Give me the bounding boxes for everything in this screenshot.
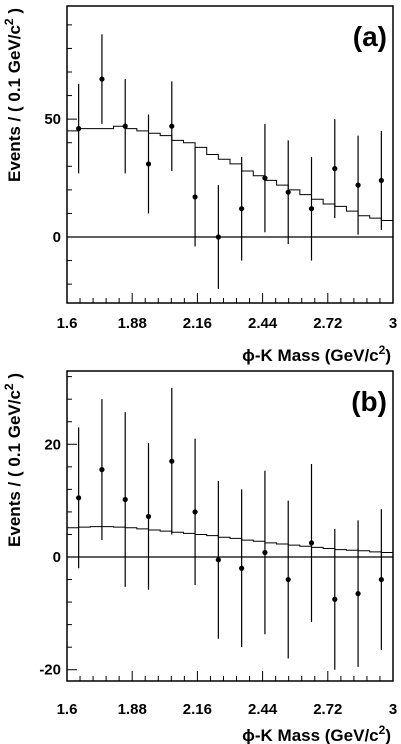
- x-tick-label: 1.88: [118, 315, 147, 332]
- data-point: [239, 565, 245, 571]
- plot-frame: [66, 370, 394, 682]
- x-tick-label: 3: [389, 701, 397, 718]
- data-point: [355, 182, 361, 188]
- x-tick-label: 3: [389, 315, 397, 332]
- x-axis-title: ϕ-K Mass (GeV/c2): [242, 723, 391, 744]
- data-point: [285, 189, 291, 195]
- data-point: [308, 206, 315, 212]
- x-tick-label: 2.16: [183, 315, 212, 332]
- panel-label: (b): [351, 386, 387, 417]
- data-point: [122, 123, 128, 129]
- x-tick-label: 2.16: [183, 701, 212, 718]
- data-point: [308, 540, 315, 546]
- y-tick-label: -20: [39, 662, 61, 679]
- data-point: [99, 467, 105, 473]
- data-point: [262, 175, 268, 181]
- x-tick-label: 2.44: [248, 701, 278, 718]
- y-tick-label: 0: [53, 229, 61, 246]
- data-point: [215, 234, 221, 240]
- data-point: [192, 194, 198, 200]
- data-point: [192, 509, 198, 515]
- y-tick-label: 20: [44, 436, 61, 453]
- data-point: [215, 557, 221, 563]
- panel-b: 1.6 1.88 2.16 2.44 2.72 3 -20 0 20 (b) ϕ-K Mass (G…: [2, 370, 397, 744]
- y-axis-title: Events / ( 0.1 GeV/c2 ): [2, 8, 24, 182]
- data-point: [262, 549, 268, 556]
- x-tick-label: 1.88: [118, 701, 147, 718]
- fit-histogram: [67, 125, 393, 221]
- data-point: [285, 576, 291, 583]
- data-point: [332, 596, 338, 602]
- data-point: [355, 591, 361, 597]
- y-axis-title: Events / ( 0.1 GeV/c2 ): [2, 373, 24, 547]
- x-tick-label: 2.72: [313, 701, 342, 718]
- data-point: [378, 576, 384, 583]
- data-point: [99, 76, 105, 82]
- x-tick-label: 2.44: [248, 315, 278, 332]
- data-point: [332, 166, 338, 172]
- data-point: [76, 125, 82, 132]
- data-point: [169, 123, 175, 129]
- data-point: [378, 177, 384, 184]
- plot-frame: [66, 5, 394, 304]
- fit-histogram: [67, 526, 393, 553]
- x-tick-label: 1.6: [57, 315, 78, 332]
- data-point: [145, 161, 152, 167]
- data-point: [169, 458, 175, 464]
- x-axis-title: ϕ-K Mass (GeV/c2): [242, 343, 391, 365]
- data-point: [239, 206, 245, 212]
- panel-a: 1.6 1.88 2.16 2.44 2.72 3 0 50 (a) ϕ-K Mass (GeV/…: [2, 5, 397, 365]
- data-point: [76, 495, 82, 501]
- data-point: [145, 513, 152, 520]
- panel-label: (a): [353, 21, 387, 52]
- data-point: [122, 496, 128, 503]
- y-tick-label: 0: [53, 549, 61, 566]
- y-tick-label: 50: [44, 111, 61, 128]
- x-tick-label: 1.6: [57, 701, 78, 718]
- x-tick-label: 2.72: [313, 315, 342, 332]
